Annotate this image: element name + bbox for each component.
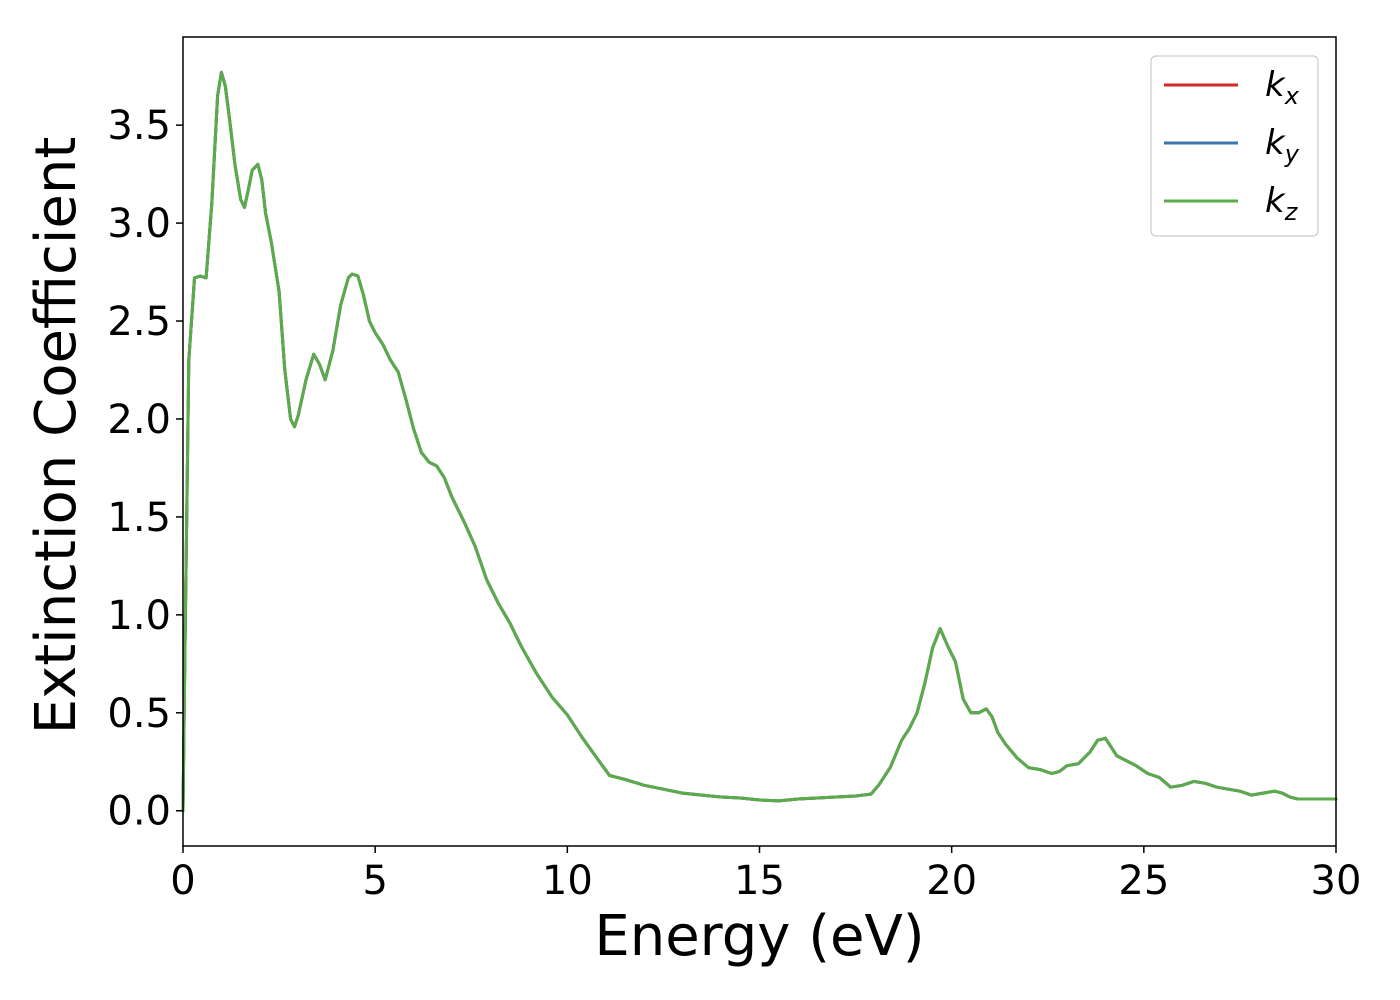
series-layer: [181, 70, 1338, 813]
y-tick-label: 1.5: [107, 495, 171, 541]
legend-label: kx: [1265, 65, 1300, 110]
x-tick-label: 15: [734, 858, 785, 904]
series-line-k-z: [181, 70, 1338, 813]
x-tick-label: 20: [926, 858, 977, 904]
y-tick-label: 3.0: [107, 201, 171, 247]
y-tick-label: 2.5: [107, 299, 171, 345]
x-axis-label: Energy (eV): [594, 904, 924, 969]
legend-label: kz: [1265, 181, 1299, 226]
x-tick-label: 25: [1118, 858, 1169, 904]
legend: kx ky kz: [1150, 55, 1319, 237]
y-tick-label: 1.0: [107, 593, 171, 639]
legend-entry: kx: [1164, 65, 1300, 110]
legend-box: [1150, 55, 1319, 237]
y-axis-ticks: 0.0 0.5 1.0 1.5 2.0 2.5 3.0 3.5: [107, 103, 183, 835]
y-tick-label: 3.5: [107, 103, 171, 149]
legend-label: ky: [1265, 123, 1300, 168]
legend-entry: kz: [1164, 181, 1299, 226]
x-tick-label: 30: [1311, 858, 1362, 904]
x-tick-label: 5: [362, 858, 387, 904]
x-axis-ticks: 0 5 10 15 20 25 30: [170, 846, 1361, 904]
x-tick-label: 0: [170, 858, 195, 904]
x-tick-label: 10: [542, 858, 593, 904]
y-tick-label: 0.5: [107, 691, 171, 737]
legend-entry: ky: [1164, 123, 1300, 168]
y-axis-label: Extinction Coefficient: [24, 137, 89, 735]
y-tick-label: 0.0: [107, 789, 171, 835]
y-tick-label: 2.0: [107, 397, 171, 443]
